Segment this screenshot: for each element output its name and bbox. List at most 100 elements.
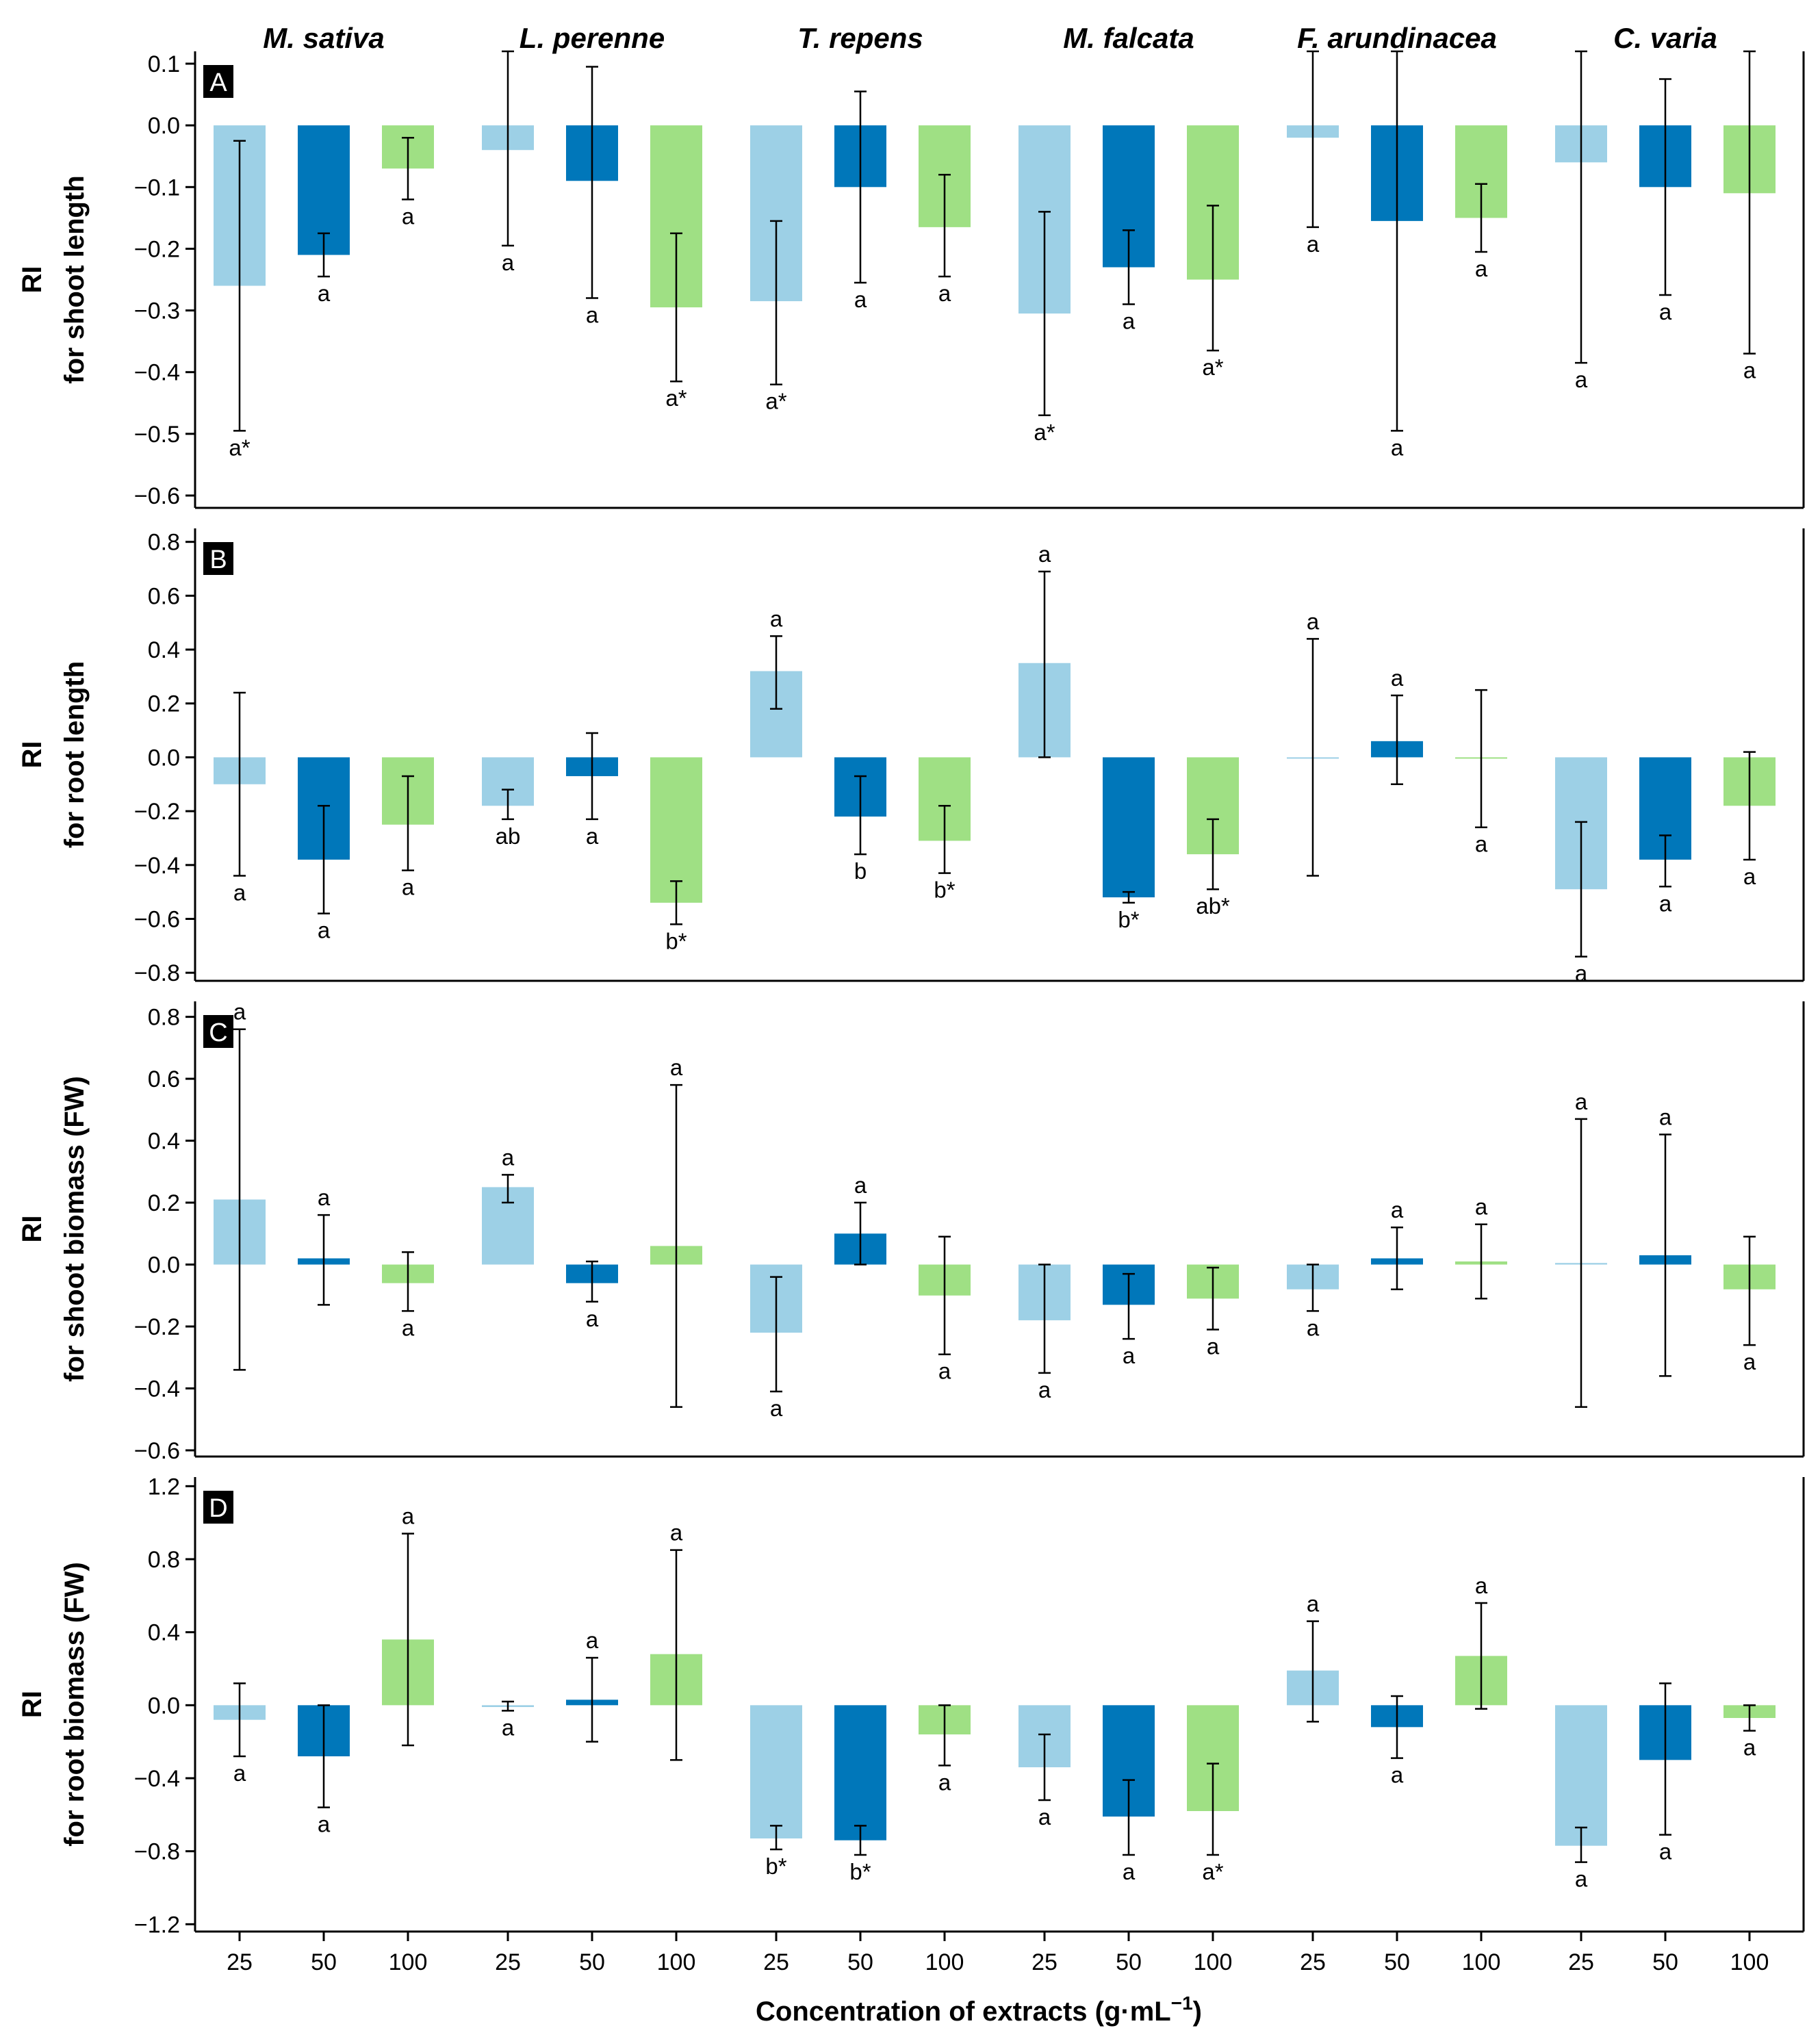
significance-label: a: [1743, 1349, 1756, 1374]
significance-label: a: [1307, 1315, 1320, 1340]
significance-label: a: [318, 918, 331, 943]
y-tick-label: 0.8: [148, 1547, 180, 1573]
significance-label: b*: [1118, 907, 1139, 932]
y-tick-label: 0.0: [148, 113, 180, 139]
y-tick-label: −0.8: [134, 1839, 180, 1865]
significance-label: a: [1575, 1089, 1588, 1114]
significance-label: a: [318, 1185, 331, 1210]
significance-label: a: [586, 1628, 599, 1653]
y-tick-label: 0.0: [148, 745, 180, 771]
x-tick-label: 25: [227, 1949, 253, 1975]
significance-label: a: [938, 281, 951, 306]
x-tick-label: 50: [579, 1949, 605, 1975]
significance-label: a: [1659, 1105, 1672, 1130]
panel-letter: D: [209, 1494, 227, 1523]
significance-label: a: [1659, 1839, 1672, 1864]
significance-label: a: [1743, 358, 1756, 383]
y-tick-label: 0.8: [148, 530, 180, 556]
x-tick-label: 50: [1116, 1949, 1142, 1975]
y-axis-label: RI: [17, 741, 47, 769]
significance-label: a: [1659, 299, 1672, 324]
y-tick-label: 0.4: [148, 637, 180, 663]
species-label: T. repens: [797, 22, 923, 54]
x-tick-label: 50: [1384, 1949, 1410, 1975]
significance-label: a: [1575, 961, 1588, 986]
x-tick-label: 100: [1462, 1949, 1501, 1975]
panel-B: 0.8 0.6 0.4 0.2 0.0 −0.2 −0.4 −0.6 −0.8 B RI for ro…: [17, 528, 1805, 986]
y-tick-label: −0.2: [134, 236, 180, 262]
significance-label: a: [1307, 608, 1320, 634]
significance-label: a: [1743, 1735, 1756, 1760]
significance-label: a: [1123, 1343, 1136, 1368]
significance-label: a: [1475, 256, 1488, 281]
y-tick-label: −0.6: [134, 1438, 180, 1464]
y-tick-label: 0.6: [148, 583, 180, 609]
y-tick-label: −0.4: [134, 1376, 180, 1402]
significance-label: a: [1475, 832, 1488, 857]
y-tick-label: −0.3: [134, 298, 180, 324]
bar: [834, 1705, 886, 1841]
bar: [1555, 1705, 1607, 1846]
x-tick-label: 50: [311, 1949, 337, 1975]
y-axis-label: for root length: [60, 661, 90, 848]
y-tick-label: −0.6: [134, 483, 180, 509]
bar: [1103, 757, 1155, 898]
y-tick-label: 0.0: [148, 1253, 180, 1279]
species-label: F. arundinacea: [1297, 22, 1497, 54]
significance-label: b*: [765, 1854, 786, 1879]
significance-label: a: [402, 203, 415, 229]
significance-label: a: [233, 1760, 246, 1786]
significance-label: b: [854, 858, 867, 884]
y-tick-label: 0.4: [148, 1620, 180, 1646]
significance-label: a: [670, 1520, 683, 1546]
significance-label: a: [402, 1504, 415, 1529]
bar: [650, 757, 702, 903]
y-tick-label: −0.6: [134, 907, 180, 933]
x-tick-label: 100: [925, 1949, 964, 1975]
significance-label: a: [1659, 890, 1672, 916]
significance-label: a: [586, 303, 599, 328]
significance-label: a: [586, 1306, 599, 1331]
panel-letter: A: [209, 68, 227, 97]
y-tick-label: −1.2: [134, 1912, 180, 1938]
significance-label: a: [1038, 541, 1051, 567]
y-tick-label: 0.4: [148, 1129, 180, 1155]
significance-label: a: [670, 1055, 683, 1080]
significance-label: a: [854, 287, 867, 312]
species-header-row: M. sativa L. perenne T. repens M. falcata F.…: [263, 22, 1717, 54]
bar: [750, 1705, 802, 1838]
significance-label: a: [1475, 1573, 1488, 1598]
significance-label: a: [502, 1144, 515, 1170]
significance-label: a: [938, 1359, 951, 1384]
species-label: M. sativa: [263, 22, 384, 54]
panel-badge: [203, 1015, 233, 1048]
y-tick-label: −0.4: [134, 853, 180, 879]
significance-label: b*: [934, 877, 955, 903]
significance-label: a: [1575, 367, 1588, 392]
significance-label: a: [1307, 231, 1320, 257]
significance-label: a: [318, 1812, 331, 1837]
y-tick-label: 0.2: [148, 1190, 180, 1216]
x-tick-label: 25: [1568, 1949, 1594, 1975]
significance-label: a: [854, 1172, 867, 1198]
panel-D: 1.2 0.8 0.4 0.0 −0.4 −0.8 −1.2 D RI for root biom…: [17, 1474, 1805, 1938]
x-tick-label: 50: [847, 1949, 873, 1975]
x-tick-label: 100: [1730, 1949, 1769, 1975]
significance-label: a*: [665, 385, 687, 411]
significance-label: b*: [665, 928, 687, 953]
significance-label: b*: [849, 1859, 871, 1884]
panel-badge: [203, 542, 233, 575]
y-tick-label: 0.6: [148, 1066, 180, 1092]
y-axis-label: for shoot length: [60, 175, 90, 383]
y-tick-label: −0.2: [134, 1314, 180, 1340]
chart-panels: 0.1 0.0 −0.1 −0.2 −0.3 −0.4 −0.5 −0.6 A RI for sho…: [17, 50, 1805, 1938]
significance-label: a: [1123, 309, 1136, 334]
significance-label: a: [1038, 1377, 1051, 1402]
panel-A: 0.1 0.0 −0.1 −0.2 −0.3 −0.4 −0.5 −0.6 A RI for sho…: [17, 50, 1805, 509]
panel-letter: B: [209, 546, 227, 574]
x-tick-label: 100: [389, 1949, 428, 1975]
y-axis-label: RI: [17, 266, 47, 294]
x-axis-label: Concentration of extracts (g·mL−1): [756, 1992, 1202, 2027]
significance-label: a: [770, 606, 783, 631]
